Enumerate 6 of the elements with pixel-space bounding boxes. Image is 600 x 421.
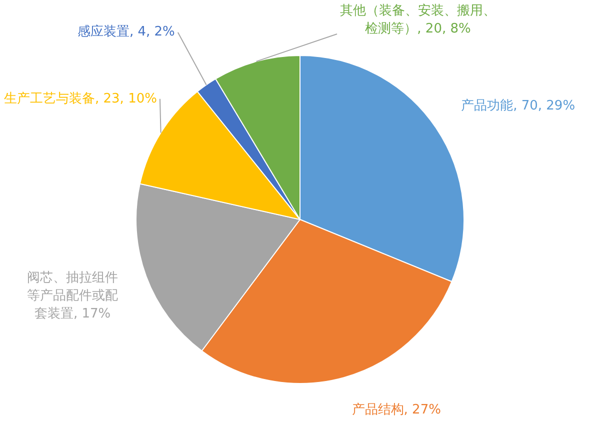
slice-label: 生产工艺与装备, 23, 10% bbox=[4, 91, 157, 106]
slice-label: 产品结构, 27% bbox=[352, 402, 441, 418]
slice-label: 其他（装备、安装、搬用、检测等）, 20, 8% bbox=[340, 2, 496, 36]
slice-label: 阀芯、抽拉组件等产品配件或配套装置, 17% bbox=[27, 270, 118, 322]
slice-label: 产品功能, 70, 29% bbox=[461, 98, 576, 114]
slice-label: 感应装置, 4, 2% bbox=[77, 24, 175, 40]
